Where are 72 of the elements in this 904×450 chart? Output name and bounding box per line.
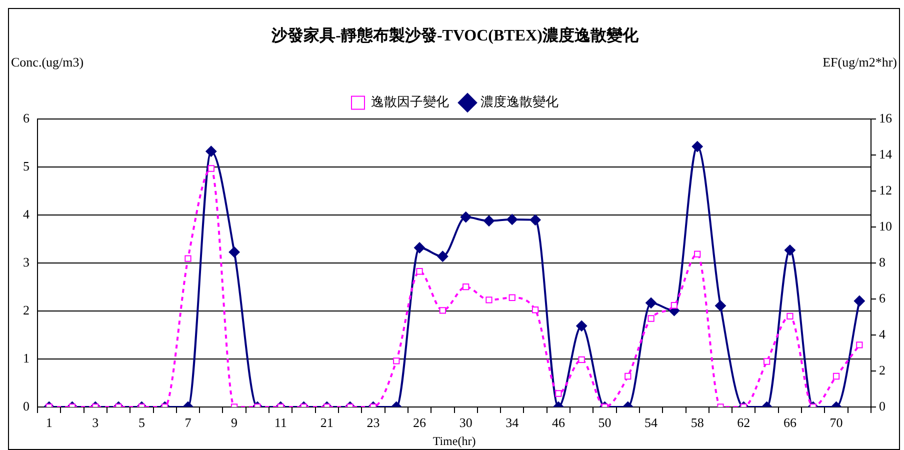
x-tick-label: 50	[598, 415, 612, 430]
x-tick-label: 34	[506, 415, 520, 430]
point	[576, 320, 588, 332]
point	[646, 297, 657, 308]
x-tick-label: 7	[184, 415, 192, 430]
point	[692, 141, 703, 152]
point	[784, 244, 796, 256]
point	[483, 215, 494, 226]
y2-tick-label: 4	[879, 326, 886, 342]
y-tick-label: 2	[23, 302, 30, 318]
point	[460, 212, 472, 223]
x-tick-label: 11	[274, 415, 287, 430]
x-tick-label: 3	[92, 415, 99, 430]
point	[416, 268, 423, 275]
x-tick-label: 30	[459, 415, 472, 430]
y2-tick-label: 6	[879, 290, 886, 306]
x-tick-label: 9	[231, 415, 238, 430]
point	[578, 356, 585, 364]
point	[184, 255, 192, 262]
x-tick-label: 1	[46, 415, 52, 430]
point	[854, 295, 865, 306]
y-tick-label: 5	[23, 158, 30, 174]
y-tick-label: 1	[23, 350, 30, 366]
point	[206, 146, 217, 157]
x-tick-label: 54	[644, 415, 658, 430]
point	[228, 246, 240, 258]
point	[555, 390, 562, 397]
point	[856, 342, 863, 348]
x-tick-label: 70	[830, 415, 843, 430]
point	[486, 296, 492, 304]
point	[437, 250, 448, 262]
legend-label: 濃度逸散變化	[480, 94, 558, 110]
point	[532, 306, 539, 314]
x-tick-label: 21	[320, 415, 334, 430]
point	[624, 372, 632, 380]
y2-tick-label: 12	[879, 182, 892, 198]
y-tick-label: 4	[23, 206, 30, 222]
y-tick-label: 3	[23, 254, 30, 270]
point	[414, 242, 426, 254]
point	[763, 358, 770, 365]
y2-tick-label: 10	[879, 218, 892, 234]
x-axis-title: Time(hr)	[432, 434, 476, 448]
y2-tick-label: 0	[879, 398, 886, 414]
point	[670, 302, 678, 309]
x-tick-label: 26	[413, 415, 427, 430]
point	[832, 372, 840, 380]
point	[393, 358, 400, 364]
point	[508, 294, 516, 301]
legend-label: 逸散因子變化	[371, 94, 449, 110]
y2-axis-title: EF(ug/m2*hr)	[822, 54, 897, 70]
x-tick-label: 23	[366, 415, 380, 430]
x-tick-label: 62	[737, 415, 750, 430]
point	[648, 315, 654, 322]
point	[506, 214, 518, 225]
y-tick-label: 6	[23, 110, 30, 126]
point	[694, 250, 701, 258]
point	[715, 300, 726, 312]
y2-tick-label: 14	[879, 146, 892, 162]
point	[439, 307, 446, 314]
y-tick-label: 0	[23, 398, 30, 414]
y2-tick-label: 2	[879, 362, 886, 378]
y-axis-title: Conc.(ug/m3)	[11, 54, 84, 70]
point	[530, 214, 541, 226]
x-tick-label: 66	[783, 415, 797, 430]
x-tick-label: 46	[552, 415, 566, 430]
y2-tick-label: 8	[879, 254, 886, 270]
point	[786, 312, 794, 320]
y2-tick-label: 16	[879, 110, 892, 126]
x-tick-label: 58	[690, 415, 704, 430]
chart-title: 沙發家具-靜態布製沙發-TVOC(BTEX)濃度逸散變化	[270, 26, 640, 45]
x-tick-label: 5	[138, 415, 145, 430]
point	[462, 284, 470, 290]
